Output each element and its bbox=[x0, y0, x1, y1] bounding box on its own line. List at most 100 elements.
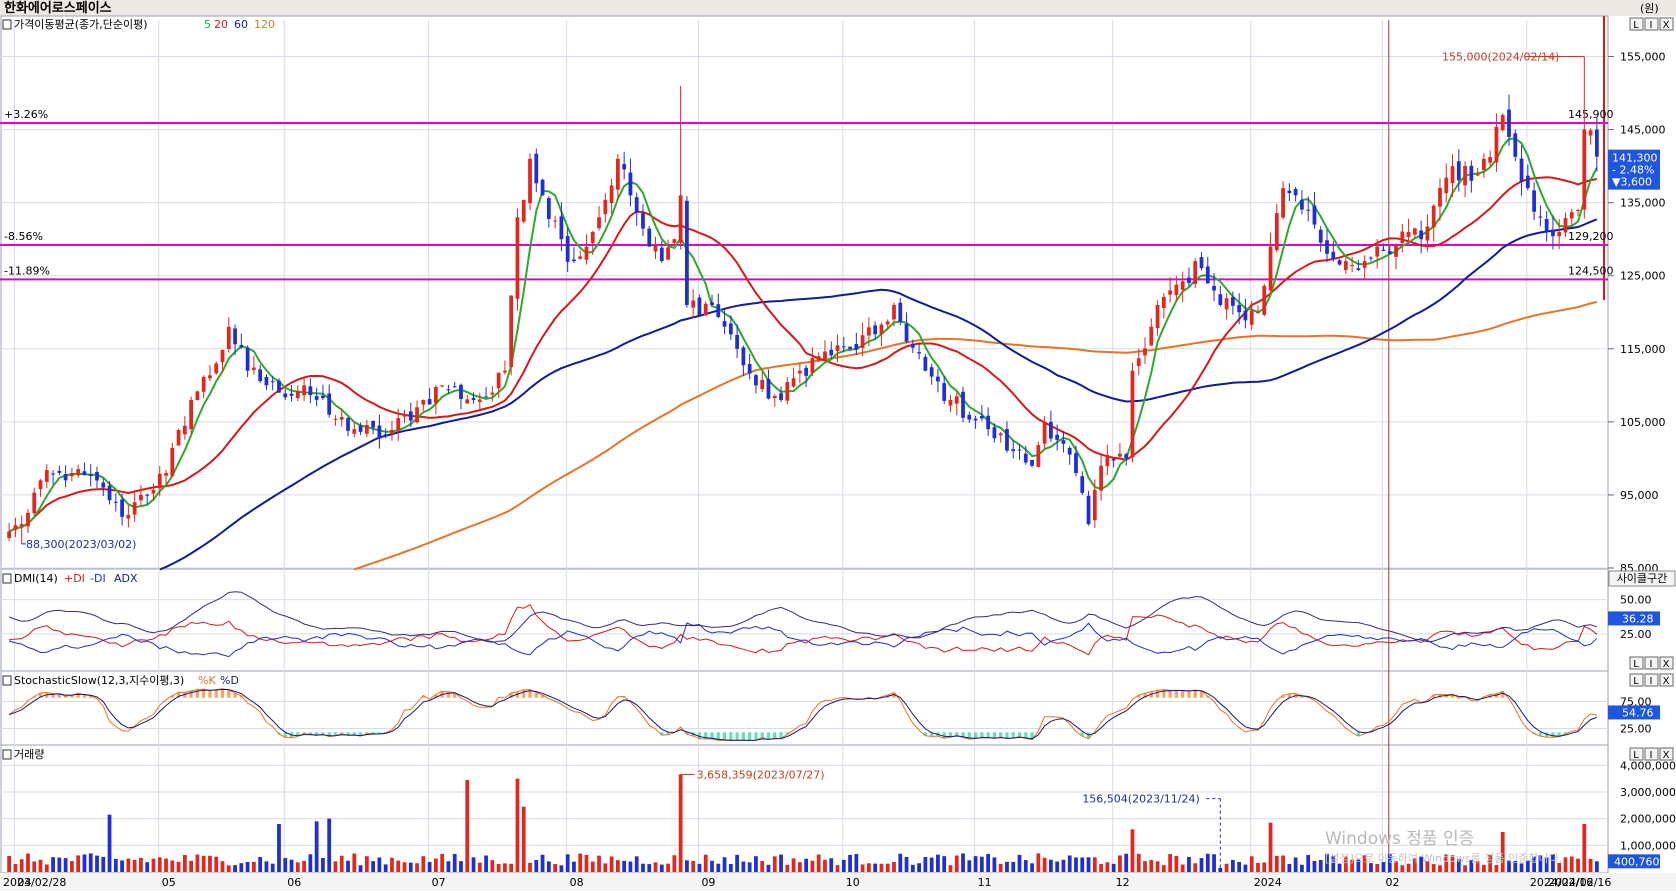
volume-bar bbox=[1080, 858, 1084, 872]
oversold-fill bbox=[1012, 732, 1015, 738]
candle-body bbox=[1124, 454, 1128, 458]
volume-bar bbox=[265, 861, 269, 872]
candle-body bbox=[145, 495, 149, 496]
candle-body bbox=[773, 396, 777, 398]
candle-body bbox=[1043, 422, 1047, 444]
candle-body bbox=[83, 471, 87, 475]
price-tick-label: 95,000 bbox=[1620, 489, 1659, 502]
candle-body bbox=[478, 399, 482, 401]
volume-bar bbox=[101, 857, 105, 872]
panel-toggle-icon[interactable] bbox=[3, 574, 11, 583]
panel-toggle-icon[interactable] bbox=[3, 676, 11, 685]
volume-bar bbox=[660, 865, 664, 872]
volume-bar bbox=[1137, 854, 1141, 872]
volume-bar bbox=[566, 854, 570, 872]
candle-body bbox=[704, 304, 708, 316]
volume-bar bbox=[384, 864, 388, 872]
adx-legend: ADX bbox=[114, 572, 138, 585]
volume-bar bbox=[829, 858, 833, 872]
candle-body bbox=[271, 381, 275, 382]
candle-body bbox=[1407, 232, 1411, 237]
candle-body bbox=[1338, 260, 1342, 264]
volume-bar bbox=[396, 861, 400, 872]
volume-bar bbox=[553, 864, 557, 872]
volume-bar bbox=[214, 857, 218, 872]
candle-body bbox=[1513, 133, 1517, 156]
oversold-fill bbox=[736, 732, 739, 740]
candle-body bbox=[1175, 285, 1179, 296]
volume-bar bbox=[1030, 863, 1034, 872]
panel-toggle-icon[interactable] bbox=[3, 750, 11, 759]
overbought-fill bbox=[215, 690, 218, 698]
candle-body bbox=[898, 303, 902, 322]
volume-bar bbox=[1175, 856, 1179, 872]
volume-bar bbox=[811, 861, 815, 872]
volume-bar bbox=[848, 855, 852, 872]
volume-bar bbox=[748, 862, 752, 872]
level-price-label: 129,200 bbox=[1568, 230, 1614, 243]
candle-body bbox=[1062, 440, 1066, 444]
volume-bar bbox=[76, 855, 80, 872]
candle-body bbox=[428, 399, 432, 404]
candle-body bbox=[484, 396, 488, 397]
candle-body bbox=[1400, 231, 1404, 243]
panel-toggle-icon[interactable] bbox=[3, 20, 11, 29]
volume-bar bbox=[534, 860, 538, 872]
x-axis-label: 08 bbox=[570, 876, 584, 889]
candle-body bbox=[999, 433, 1003, 435]
volume-bar bbox=[277, 824, 281, 872]
unit-label: (원) bbox=[1640, 2, 1659, 15]
volume-bar bbox=[585, 855, 589, 872]
volume-bar bbox=[541, 855, 545, 872]
oversold-fill bbox=[767, 732, 770, 739]
title-bar bbox=[0, 0, 1676, 16]
candle-body bbox=[1156, 305, 1160, 328]
volume-bar bbox=[221, 861, 225, 872]
volume-bar bbox=[666, 864, 670, 872]
volume-bar bbox=[1250, 856, 1254, 872]
volume-bar bbox=[641, 864, 645, 872]
volume-bar bbox=[792, 858, 796, 872]
ma-legend-label: 가격이동평균(종가,단순이평) bbox=[14, 18, 148, 31]
volume-bar bbox=[1074, 857, 1078, 872]
volume-bar bbox=[1131, 829, 1135, 872]
plus-di-line bbox=[9, 605, 1597, 655]
volume-bar bbox=[32, 861, 36, 872]
candle-body bbox=[1143, 348, 1147, 355]
volume-bar bbox=[490, 860, 494, 872]
candle-body bbox=[1036, 445, 1040, 467]
candle-body bbox=[396, 418, 400, 430]
volume-bar bbox=[685, 860, 689, 872]
candle-body bbox=[597, 217, 601, 228]
plus-di-legend: +DI bbox=[64, 572, 85, 585]
volume-bar bbox=[691, 861, 695, 872]
main-panel-frame bbox=[1, 16, 1608, 569]
volume-bar bbox=[817, 855, 821, 872]
candle-body bbox=[202, 377, 206, 392]
candle-body bbox=[1576, 210, 1580, 211]
candle-body bbox=[509, 296, 513, 367]
volume-bar bbox=[1149, 860, 1153, 872]
volume-bar bbox=[503, 863, 507, 872]
candle-body bbox=[1080, 476, 1084, 493]
candle-body bbox=[629, 173, 633, 196]
volume-bar bbox=[1306, 855, 1310, 872]
volume-bar bbox=[246, 862, 250, 872]
candle-body bbox=[1087, 496, 1091, 524]
candle-body bbox=[560, 216, 564, 239]
candle-body bbox=[1225, 298, 1229, 309]
volume-bar bbox=[183, 855, 187, 872]
x-axis-bar bbox=[0, 873, 1676, 891]
volume-bar bbox=[974, 856, 978, 872]
stock-title: 한화에어로스페이스 bbox=[4, 0, 112, 16]
candle-body bbox=[1369, 258, 1373, 259]
candle-body bbox=[277, 381, 281, 393]
candle-body bbox=[158, 474, 162, 489]
panel-button-label: X bbox=[1663, 659, 1670, 670]
volume-bar bbox=[1256, 863, 1260, 872]
candle-body bbox=[252, 368, 256, 370]
volume-bar bbox=[7, 856, 11, 872]
volume-bar bbox=[89, 853, 93, 872]
candle-body bbox=[1526, 176, 1530, 188]
